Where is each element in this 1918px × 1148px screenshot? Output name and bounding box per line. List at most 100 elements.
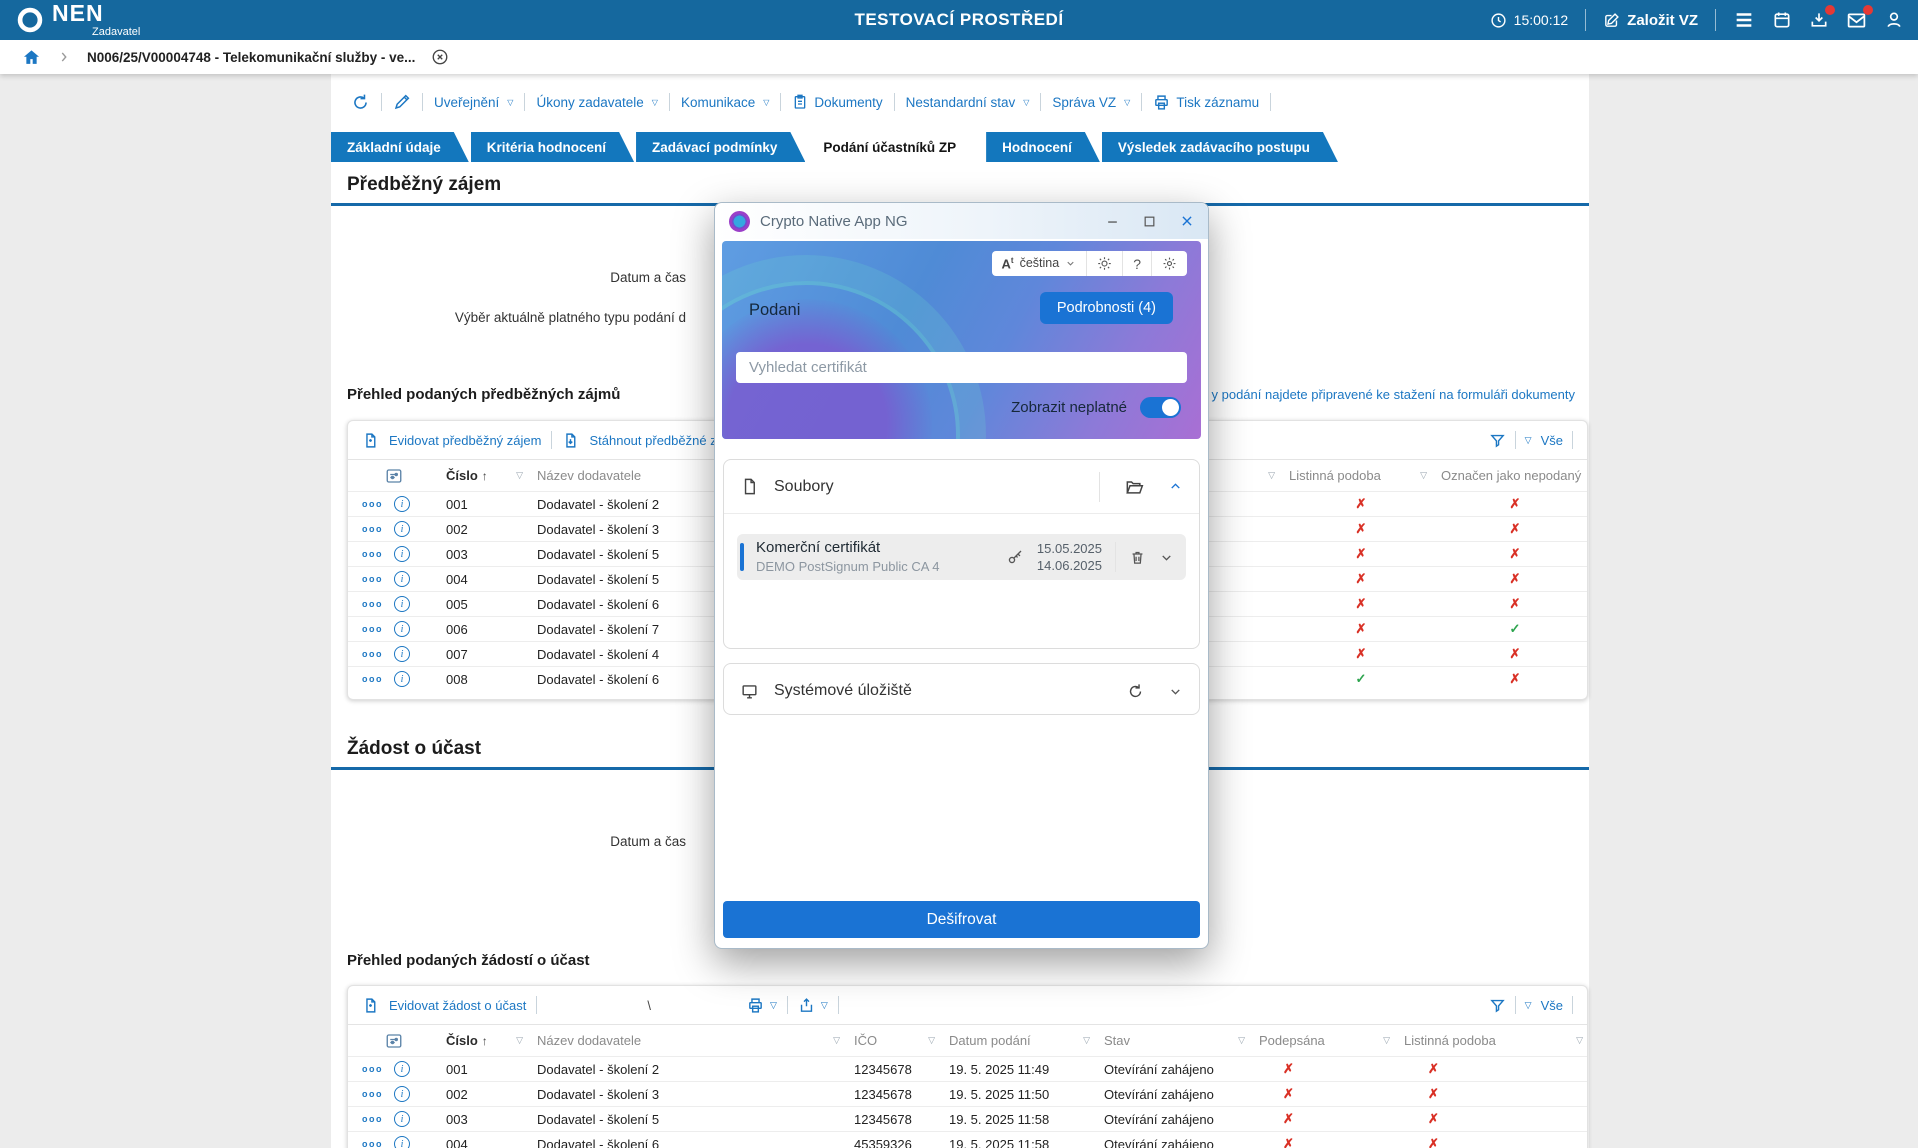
info-icon[interactable]: i bbox=[394, 496, 410, 512]
row-actions[interactable]: ooo i bbox=[348, 546, 438, 562]
menu-uverejneni[interactable]: Uveřejnění▽ bbox=[434, 95, 513, 110]
tab-zadavaci-podminky[interactable]: Zadávací podmínky bbox=[636, 132, 805, 162]
theme-sun-icon[interactable] bbox=[1097, 256, 1112, 271]
settings-gear-icon[interactable] bbox=[1162, 256, 1177, 271]
show-all-link[interactable]: Vše bbox=[1541, 998, 1563, 1013]
refresh-icon[interactable] bbox=[351, 93, 370, 112]
col-filter-icon[interactable]: ▽ bbox=[1238, 1035, 1245, 1046]
more-actions-icon[interactable]: ooo bbox=[362, 624, 383, 634]
row-actions[interactable]: ooo i bbox=[348, 596, 438, 612]
expand-chevron-down-icon[interactable] bbox=[1159, 550, 1174, 565]
col-header-cislo[interactable]: Číslo↑▽ bbox=[438, 468, 529, 483]
more-actions-icon[interactable]: ooo bbox=[362, 524, 383, 534]
certificate-item[interactable]: Komerční certifikát DEMO PostSignum Publ… bbox=[737, 534, 1186, 580]
more-actions-icon[interactable]: ooo bbox=[362, 1114, 383, 1124]
reload-icon[interactable] bbox=[1127, 683, 1144, 700]
filter-icon[interactable] bbox=[1489, 997, 1506, 1014]
menu-dokumenty[interactable]: Dokumenty bbox=[792, 94, 882, 110]
language-selector[interactable]: At čeština bbox=[1002, 256, 1077, 271]
maximize-icon[interactable] bbox=[1143, 215, 1156, 228]
details-button[interactable]: Podrobnosti (4) bbox=[1040, 292, 1173, 324]
col-header-listinna-podoba[interactable]: Listinná podoba▽ bbox=[1396, 1033, 1588, 1048]
table-row[interactable]: oooi002Dodavatel - školení 31234567819. … bbox=[348, 1081, 1587, 1106]
col-filter-icon[interactable]: ▽ bbox=[833, 1035, 840, 1046]
menu-nestandardni-stav[interactable]: Nestandardní stav▽ bbox=[906, 95, 1030, 110]
tab-hodnoceni[interactable]: Hodnocení bbox=[986, 132, 1100, 162]
more-actions-icon[interactable]: ooo bbox=[362, 649, 383, 659]
info-icon[interactable]: i bbox=[394, 596, 410, 612]
messages-button[interactable] bbox=[1846, 10, 1867, 31]
more-actions-icon[interactable]: ooo bbox=[362, 549, 383, 559]
tab-zakladni-udaje[interactable]: Základní údaje bbox=[331, 132, 469, 162]
more-actions-icon[interactable]: ooo bbox=[362, 599, 383, 609]
row-actions[interactable]: ooo i bbox=[348, 621, 438, 637]
nen-logo[interactable]: NEN Zadavatel bbox=[0, 2, 140, 38]
row-actions[interactable]: ooo i bbox=[348, 496, 438, 512]
expand-chevron-down-icon[interactable] bbox=[1168, 684, 1183, 699]
menu-tisk-zaznamu[interactable]: Tisk záznamu bbox=[1153, 94, 1259, 111]
col-header-cislo[interactable]: Číslo↑▽ bbox=[438, 1033, 529, 1048]
table-row[interactable]: oooi003Dodavatel - školení 51234567819. … bbox=[348, 1106, 1587, 1131]
col-header-nazev-dodavatele[interactable]: Název dodavatele▽ bbox=[529, 1033, 846, 1048]
col-header-datum-podani[interactable]: Datum podání▽ bbox=[941, 1033, 1096, 1048]
menu-icon[interactable] bbox=[1733, 9, 1755, 31]
filter-icon[interactable] bbox=[1489, 432, 1506, 449]
col-filter-icon[interactable]: ▽ bbox=[928, 1035, 935, 1046]
collapse-chevron-up-icon[interactable] bbox=[1168, 479, 1183, 494]
calendar-icon[interactable] bbox=[1772, 10, 1792, 30]
info-icon[interactable]: i bbox=[394, 1111, 410, 1127]
export-table-button[interactable]: ▽ bbox=[798, 997, 828, 1014]
row-actions[interactable]: ooo i bbox=[348, 1111, 438, 1127]
info-icon[interactable]: i bbox=[394, 621, 410, 637]
certificate-search-input[interactable] bbox=[736, 352, 1187, 383]
info-icon[interactable]: i bbox=[394, 671, 410, 687]
column-settings-icon[interactable] bbox=[385, 1032, 403, 1050]
action-evidovat-predbezny-zajem[interactable]: Evidovat předběžný zájem bbox=[389, 433, 541, 448]
col-filter-icon[interactable]: ▽ bbox=[1383, 1035, 1390, 1046]
col-filter-icon[interactable]: ▽ bbox=[1576, 1035, 1583, 1046]
show-invalid-toggle[interactable] bbox=[1140, 397, 1181, 418]
info-icon[interactable]: i bbox=[394, 1086, 410, 1102]
row-actions[interactable]: ooo i bbox=[348, 521, 438, 537]
home-icon[interactable] bbox=[22, 48, 41, 67]
row-actions[interactable]: ooo i bbox=[348, 571, 438, 587]
table-row[interactable]: oooi001Dodavatel - školení 21234567819. … bbox=[348, 1056, 1587, 1081]
more-actions-icon[interactable]: ooo bbox=[362, 1139, 383, 1148]
close-tab-icon[interactable] bbox=[431, 48, 449, 66]
menu-sprava-vz[interactable]: Správa VZ▽ bbox=[1052, 95, 1130, 110]
pencil-icon[interactable] bbox=[393, 93, 411, 111]
more-actions-icon[interactable]: ooo bbox=[362, 1089, 383, 1099]
more-actions-icon[interactable]: ooo bbox=[362, 574, 383, 584]
info-icon[interactable]: i bbox=[394, 646, 410, 662]
help-button[interactable]: ? bbox=[1133, 256, 1141, 272]
open-folder-icon[interactable] bbox=[1124, 477, 1144, 497]
row-actions[interactable]: ooo i bbox=[348, 1136, 438, 1148]
col-filter-icon[interactable]: ▽ bbox=[516, 470, 523, 481]
tab-vysledek[interactable]: Výsledek zadávacího postupu bbox=[1102, 132, 1338, 162]
info-icon[interactable]: i bbox=[394, 546, 410, 562]
breadcrumb-item[interactable]: N006/25/V00004748 - Telekomunikační služ… bbox=[87, 50, 415, 65]
menu-komunikace[interactable]: Komunikace▽ bbox=[681, 95, 769, 110]
print-table-button[interactable]: ▽ bbox=[747, 997, 777, 1014]
decrypt-button[interactable]: Dešifrovat bbox=[723, 901, 1200, 938]
more-actions-icon[interactable]: ooo bbox=[362, 674, 383, 684]
info-icon[interactable]: i bbox=[394, 571, 410, 587]
col-filter-icon[interactable]: ▽ bbox=[516, 1035, 523, 1046]
info-icon[interactable]: i bbox=[394, 1136, 410, 1148]
minimize-icon[interactable] bbox=[1106, 215, 1119, 228]
more-actions-icon[interactable]: ooo bbox=[362, 1064, 383, 1074]
tab-kriteria-hodnoceni[interactable]: Kritéria hodnocení bbox=[471, 132, 634, 162]
row-actions[interactable]: oooi bbox=[348, 1061, 438, 1077]
close-icon[interactable] bbox=[1180, 214, 1194, 228]
user-icon[interactable] bbox=[1884, 10, 1904, 30]
info-icon[interactable]: i bbox=[394, 521, 410, 537]
col-filter-icon[interactable]: ▽ bbox=[1083, 1035, 1090, 1046]
show-all-link[interactable]: Vše bbox=[1541, 433, 1563, 448]
row-actions[interactable]: ooo i bbox=[348, 646, 438, 662]
table-row[interactable]: oooi004Dodavatel - školení 64535932619. … bbox=[348, 1131, 1587, 1148]
more-actions-icon[interactable]: ooo bbox=[362, 499, 383, 509]
downloads-button[interactable] bbox=[1809, 10, 1829, 30]
col-header-podepsana[interactable]: Podepsána▽ bbox=[1251, 1033, 1396, 1048]
tab-podani-ucastniku[interactable]: Podání účastníků ZP bbox=[807, 132, 984, 162]
dialog-titlebar[interactable]: Crypto Native App NG bbox=[715, 203, 1208, 239]
